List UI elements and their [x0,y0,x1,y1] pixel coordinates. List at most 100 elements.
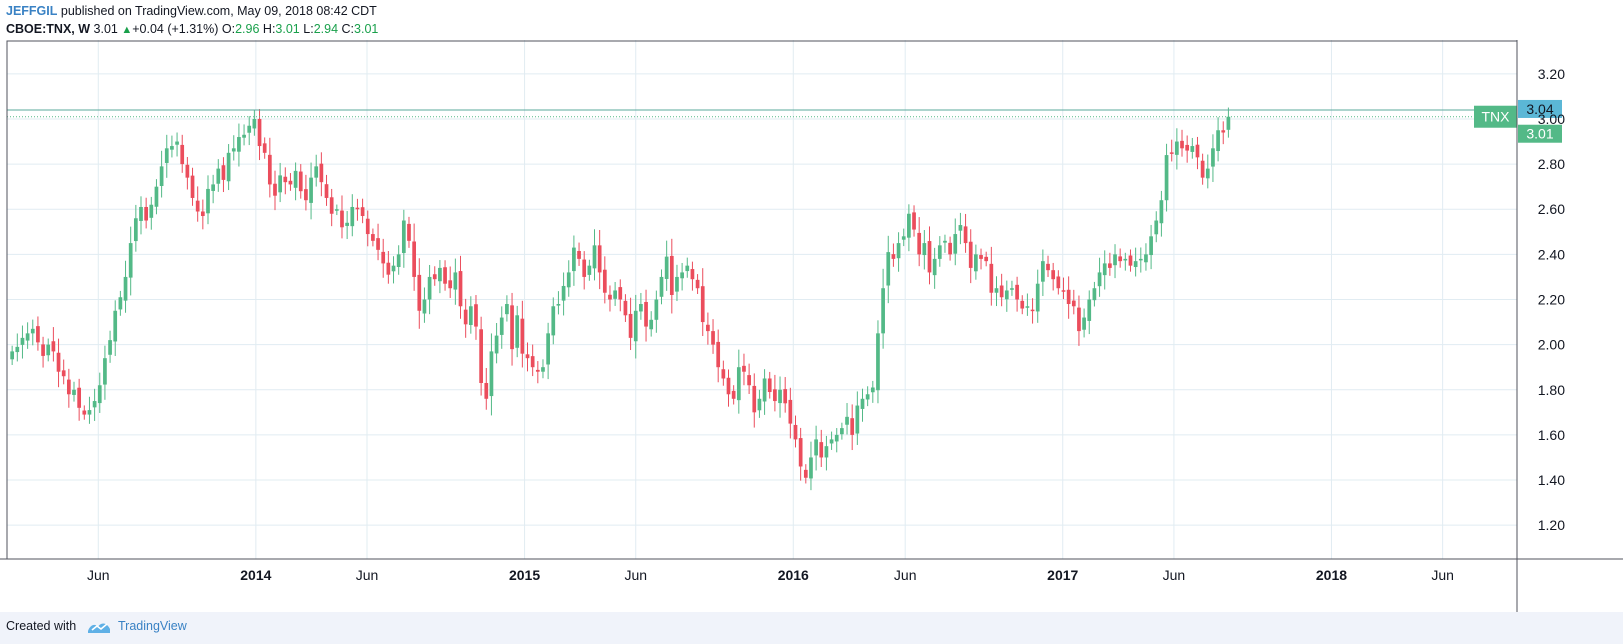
candle [41,336,45,368]
candle [474,295,478,340]
candle [1097,257,1102,297]
candle-body [989,263,994,293]
candle-body [1221,130,1226,133]
candle [1066,276,1071,319]
candle [211,174,215,204]
candle [515,305,520,358]
candle-body [314,166,319,178]
candle [1015,276,1019,312]
candle-body [474,304,478,327]
candle-body [927,241,932,273]
candlestick-chart[interactable]: TNX 3.04 3.01 1.20 1.40 1.60 1.80 2.00 2.20 2.40… [0,40,1623,612]
candle-body [711,331,715,345]
candle [505,295,509,322]
candle-body [46,344,51,356]
author-link[interactable]: JEFFGIL [6,4,58,18]
candle-body [108,340,112,355]
candle-body [623,300,628,316]
candle [293,162,298,201]
candle-body [417,274,422,311]
candle [530,344,535,377]
x-tick-label: Jun [87,567,110,583]
candle-body [592,245,597,269]
candle-body [613,290,617,299]
y-tick-label: 1.20 [1538,517,1565,533]
candle-body [319,163,324,183]
candle [1154,211,1159,243]
candle-body [855,405,860,434]
candle-body [324,184,329,198]
candle-body [237,137,241,152]
candle [1164,143,1169,212]
candle-body [381,251,386,264]
candle [803,464,808,484]
candle [1025,293,1030,316]
candle-body [628,313,633,338]
high-label: H: [262,22,276,36]
candle-body [860,398,865,409]
candle-body [1061,290,1066,292]
tradingview-logo-icon[interactable] [86,619,112,635]
candle [123,260,128,313]
candle [736,349,741,414]
candle [149,196,154,230]
candle [520,300,525,368]
candle-body [659,276,664,297]
candle-body [597,245,602,273]
candle-body [427,276,432,300]
candle-body [556,304,561,306]
candle [953,218,958,266]
candle [922,230,927,270]
candle-body [535,369,540,372]
candle [510,292,514,366]
candle [891,243,896,267]
candle [231,135,236,161]
candle-body [1077,307,1081,332]
candle-body [1056,276,1061,289]
close-value: 3.01 [354,22,379,36]
candle [61,359,66,385]
candle [525,342,530,372]
candle [958,212,963,245]
candle-body [706,324,710,332]
candle-body [15,346,20,353]
candle [273,170,277,211]
candle [164,134,169,178]
candle-body [633,310,638,342]
candle-body [41,344,45,356]
tradingview-brand-link[interactable]: TradingView [118,619,187,633]
candle [1185,135,1190,163]
candle-body [932,258,937,276]
low-value: 2.94 [313,22,339,36]
candle-body [468,306,473,325]
candle [237,123,241,167]
candle [793,415,798,448]
candle [412,223,416,291]
candle [1123,252,1128,271]
candle-body [1211,148,1215,167]
candle-body [912,212,916,230]
ohlc-legend: CBOE:TNX, W 3.01 ▲+0.04 (+1.31%) O:2.96 … [6,22,378,36]
candle-body [644,301,648,327]
candle [489,333,494,416]
candle [340,195,344,239]
candle-body [10,351,15,360]
candle-body [783,389,788,404]
candle-body [845,416,849,425]
created-with-text: Created with [6,619,77,633]
candle-body [66,379,71,395]
candle [963,213,968,253]
candle-body [1216,130,1220,152]
candle-body [82,410,87,415]
candle-body [865,394,870,400]
candle [216,159,221,192]
candle [773,374,777,412]
candle-body [340,210,344,228]
candle [685,257,690,278]
low-label: L: [303,22,314,36]
candle-body [401,220,406,254]
candle [1221,121,1226,145]
candle [252,110,257,136]
candle [30,319,35,346]
candle [1004,280,1009,312]
